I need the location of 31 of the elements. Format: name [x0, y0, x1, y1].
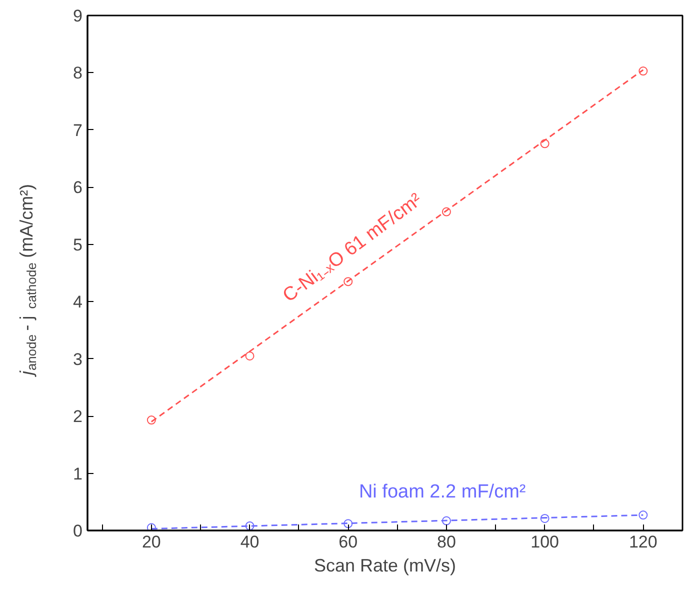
point — [540, 139, 550, 148]
annotation: Ni foam 2.2 mF/cm² — [358, 482, 526, 503]
point — [540, 514, 550, 523]
y-tick-label: 2 — [73, 407, 83, 426]
point — [442, 516, 451, 526]
y-tick-label: 8 — [73, 64, 83, 83]
y-tick-label: 4 — [73, 292, 83, 312]
y-tick-label: 6 — [73, 178, 83, 198]
y-axis-title: janode - jcathode (mA/cm²) — [16, 184, 40, 378]
x-tick-label: 100 — [530, 532, 560, 552]
point — [442, 207, 451, 216]
y-tick-label: 5 — [73, 235, 83, 254]
x-tick-label: 20 — [142, 532, 161, 552]
point — [146, 416, 156, 425]
y-tick-label: 9 — [73, 6, 83, 26]
point — [344, 519, 353, 528]
point — [146, 523, 156, 530]
y-tick-label: 1 — [73, 464, 83, 484]
y-tick-label: 0 — [73, 522, 83, 540]
y-tick-label: 3 — [73, 350, 83, 369]
point — [245, 521, 254, 530]
point — [245, 351, 254, 360]
point — [344, 277, 353, 286]
x-tick-label: 60 — [338, 532, 358, 552]
x-tick-label: 120 — [628, 532, 658, 552]
x-axis-title: Scan Rate (mV/s) — [314, 556, 456, 576]
point — [638, 510, 648, 520]
x-tick-label: 40 — [240, 532, 260, 552]
x-tick-label: 80 — [437, 532, 456, 552]
y-tick-label: 7 — [73, 120, 83, 140]
point — [638, 66, 648, 76]
